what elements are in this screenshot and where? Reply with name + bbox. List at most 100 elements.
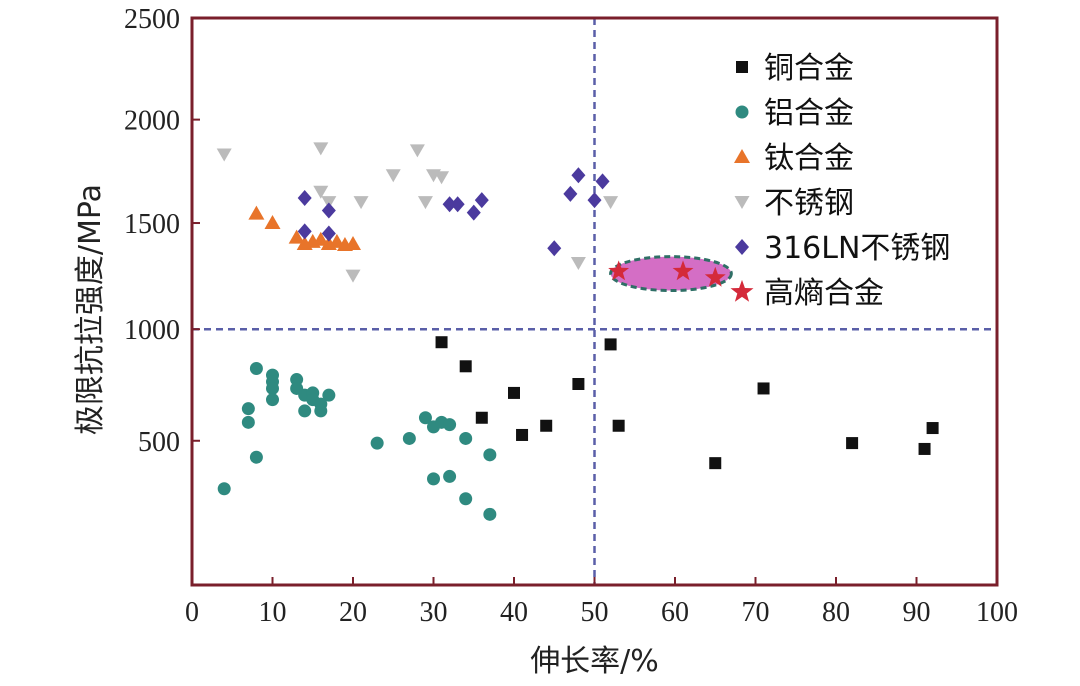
data-point	[612, 419, 625, 432]
data-point	[353, 196, 369, 210]
x-tick-label: 70	[742, 597, 770, 628]
x-tick-label: 40	[500, 597, 528, 628]
data-point	[298, 404, 312, 418]
data-point	[595, 173, 610, 190]
data-point	[672, 260, 694, 281]
data-point	[288, 229, 305, 244]
legend-marker	[735, 105, 749, 119]
series-2	[248, 205, 361, 252]
legend-label: 钛合金	[764, 141, 854, 176]
data-point	[443, 469, 457, 483]
data-point	[450, 196, 465, 213]
data-point	[435, 336, 448, 349]
data-point	[540, 419, 553, 432]
legend-item: 不锈钢	[734, 186, 854, 221]
data-point	[483, 448, 497, 462]
x-tick-label: 30	[420, 597, 448, 628]
series-5	[608, 260, 726, 287]
legend-item: 铜合金	[736, 51, 854, 86]
data-point	[322, 388, 336, 402]
x-tick-label: 0	[185, 597, 199, 628]
data-point	[321, 202, 336, 219]
x-tick-label: 90	[903, 597, 931, 628]
data-point	[474, 192, 489, 209]
legend-label: 不锈钢	[764, 186, 854, 221]
data-point	[466, 204, 481, 221]
legend-label: 高熵合金	[764, 276, 884, 311]
legend-marker	[736, 61, 748, 73]
data-point	[409, 144, 425, 158]
data-point	[217, 482, 231, 496]
data-point	[427, 472, 440, 486]
legend-item: 高熵合金	[730, 276, 884, 311]
data-point	[418, 411, 432, 425]
x-tick-label: 10	[259, 597, 287, 628]
data-point	[321, 225, 336, 242]
y-tick-label: 500	[138, 427, 180, 458]
data-point	[572, 377, 585, 390]
legend-marker	[735, 239, 749, 255]
data-point	[459, 492, 473, 506]
data-point	[241, 415, 255, 429]
data-point	[604, 338, 617, 351]
data-point	[475, 411, 488, 424]
series-0	[435, 336, 939, 470]
data-point	[345, 235, 361, 250]
data-point	[417, 196, 433, 210]
data-point	[266, 381, 279, 395]
data-point	[249, 361, 263, 375]
data-point	[459, 431, 473, 445]
data-point	[313, 142, 329, 156]
x-tick-label: 50	[581, 597, 609, 628]
data-point	[547, 240, 562, 257]
y-tick-label: 2500	[124, 4, 180, 35]
data-point	[603, 196, 619, 210]
x-axis-title: 伸长率/%	[530, 644, 659, 679]
data-point	[570, 256, 586, 270]
data-point	[846, 437, 859, 450]
data-point	[297, 223, 312, 240]
legend-marker	[734, 196, 750, 209]
data-point	[508, 386, 520, 399]
y-tick-label: 1500	[124, 209, 180, 240]
data-point	[345, 269, 361, 283]
x-axis: 0 10 20 30 40 50 60 70 80 90 100	[185, 577, 1018, 628]
data-point	[704, 266, 726, 287]
x-tick-label: 80	[822, 597, 850, 628]
reference-lines	[192, 18, 997, 585]
highlight-ellipse	[609, 255, 733, 293]
legend-item: 钛合金	[734, 141, 854, 176]
data-point	[443, 418, 457, 432]
data-point	[314, 404, 328, 418]
data-point	[926, 422, 939, 435]
data-point	[266, 393, 279, 407]
x-tick-label: 20	[339, 597, 367, 628]
series-3	[216, 142, 619, 283]
data-point	[241, 402, 255, 416]
data-point	[402, 431, 416, 445]
data-point	[709, 457, 722, 470]
data-point	[459, 360, 472, 373]
series-1	[217, 361, 497, 521]
data-point	[483, 507, 497, 521]
highlight-region	[609, 255, 733, 293]
data-point	[313, 185, 329, 199]
data-point	[563, 185, 578, 202]
data-point	[290, 373, 304, 387]
series-4	[297, 167, 610, 257]
y-tick-label: 2000	[124, 106, 180, 137]
legend-label: 316LN不锈钢	[764, 231, 950, 266]
data-point	[587, 192, 602, 209]
y-axis: 500 1000 1500 2000 2500	[124, 4, 200, 458]
data-point	[571, 167, 586, 184]
data-point	[249, 450, 263, 464]
legend-label: 铜合金	[764, 51, 854, 86]
y-tick-label: 1000	[124, 315, 180, 346]
legend-label: 铝合金	[764, 96, 854, 131]
data-point	[918, 442, 931, 455]
legend-item: 铝合金	[735, 96, 854, 131]
data-point	[516, 428, 529, 441]
legend-marker	[734, 149, 750, 163]
data-point	[297, 190, 312, 207]
